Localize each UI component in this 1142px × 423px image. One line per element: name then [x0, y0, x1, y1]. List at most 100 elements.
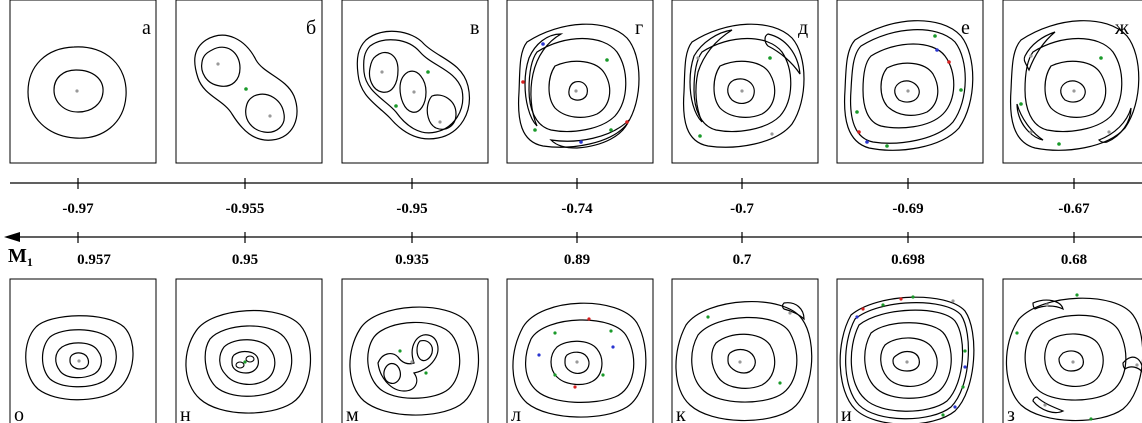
saddle-point: [244, 87, 248, 91]
bottom-axis: M1 0.957 0.95 0.935 0.89 0.7 0.698 0.68: [4, 232, 1142, 269]
red-point: [947, 60, 951, 64]
contour-curve: [682, 23, 805, 148]
saddle-point: [601, 373, 605, 377]
axis-label-main: M: [8, 245, 27, 267]
tick-label: 0.89: [564, 252, 590, 268]
blue-point: [953, 405, 957, 409]
contour-curve: [1024, 37, 1123, 133]
axis-arrow-icon: [4, 232, 20, 242]
contour-curve: [781, 302, 805, 321]
contour-curve: [245, 93, 285, 133]
equilibrium-point: [788, 311, 792, 315]
contour-curve: [564, 351, 590, 374]
blue-point: [537, 353, 541, 357]
panel-e: е: [836, 0, 984, 164]
equilibrium-point: [906, 89, 910, 93]
saddle-point: [398, 349, 402, 353]
saddle-point: [959, 88, 963, 92]
contour-curve: [55, 342, 102, 379]
panel-frame: [1002, 0, 1142, 164]
contour-curve: [713, 60, 776, 118]
contour-curve: [1005, 297, 1142, 422]
contour-curve: [201, 46, 241, 87]
contour-curve: [839, 296, 975, 423]
saddle-point: [1015, 331, 1019, 335]
saddle-point: [963, 349, 967, 353]
contour-curve: [764, 33, 801, 75]
equilibrium-point: [1029, 130, 1033, 134]
panel-frame: [341, 278, 489, 423]
saddle-point: [1075, 293, 1079, 297]
panel-letter: б: [306, 17, 316, 39]
contour-curve: [27, 46, 127, 139]
saddle-point: [961, 385, 965, 389]
panel-o: о: [9, 278, 157, 423]
equilibrium-point: [438, 120, 442, 124]
saddle-point: [609, 329, 613, 333]
equilibrium-point: [574, 89, 578, 93]
red-point: [573, 385, 577, 389]
blue-point: [611, 345, 615, 349]
panel-letter: н: [180, 404, 191, 423]
tick-label: -0.67: [1058, 201, 1090, 217]
contour-curve: [689, 29, 733, 123]
saddle-point: [698, 134, 702, 138]
panel-frame: [9, 0, 157, 164]
saddle-point: [778, 381, 782, 385]
panel-frame: [671, 278, 819, 423]
contour-curve: [356, 30, 470, 140]
contour-curve: [850, 309, 964, 412]
blue-point: [541, 42, 545, 46]
panel-letter: е: [961, 17, 970, 39]
tick-label: -0.69: [892, 201, 923, 217]
panel-letter: д: [798, 17, 808, 39]
contour-curve: [368, 51, 399, 93]
contour-curve: [727, 348, 756, 374]
contour-curve: [1024, 314, 1127, 401]
contour-curve: [548, 60, 611, 118]
blue-point: [963, 365, 967, 369]
panel-d: д: [671, 0, 819, 164]
contour-curve: [849, 29, 966, 144]
panel-a: а: [9, 0, 157, 164]
contour-curve: [693, 37, 792, 133]
panel-letter: м: [346, 404, 359, 423]
panel-m: м: [341, 278, 489, 423]
saddle-point: [768, 56, 772, 60]
contour-curve: [892, 350, 920, 372]
panel-letter: в: [470, 17, 479, 39]
panel-frame: [175, 278, 323, 423]
contour-curve: [880, 62, 939, 116]
saddle-point: [426, 70, 430, 74]
tick-label: 0.698: [891, 252, 925, 268]
contour-curve: [880, 337, 938, 387]
contour-curve: [691, 316, 798, 403]
contour-curve: [41, 329, 117, 388]
tick-label: -0.95: [396, 201, 427, 217]
panel-n: н: [175, 278, 323, 423]
equilibrium-point: [770, 132, 774, 136]
red-point: [625, 120, 629, 124]
contour-curve: [727, 78, 755, 104]
contour-curve: [1097, 107, 1132, 143]
red-point: [899, 297, 903, 301]
equilibrium-point: [575, 360, 579, 364]
contour-curve: [845, 302, 969, 420]
contour-curve: [675, 300, 813, 422]
equilibrium-point: [1072, 89, 1076, 93]
panel-frame: [836, 278, 984, 423]
panel-zh: ж: [1002, 0, 1142, 164]
saddle-point: [855, 110, 859, 114]
saddle-point: [911, 295, 915, 299]
panel-letter: з: [1007, 404, 1015, 423]
contour-curve: [349, 306, 480, 416]
contour-curve: [1009, 20, 1140, 151]
panel-letter: а: [142, 17, 151, 39]
tick-label: -0.7: [730, 201, 754, 217]
contour-curve: [53, 69, 104, 113]
contour-curve: [1023, 31, 1056, 72]
tick-label: -0.74: [561, 201, 593, 217]
saddle-point: [1089, 417, 1093, 421]
blue-point: [935, 48, 939, 52]
contour-curve: [517, 23, 640, 148]
